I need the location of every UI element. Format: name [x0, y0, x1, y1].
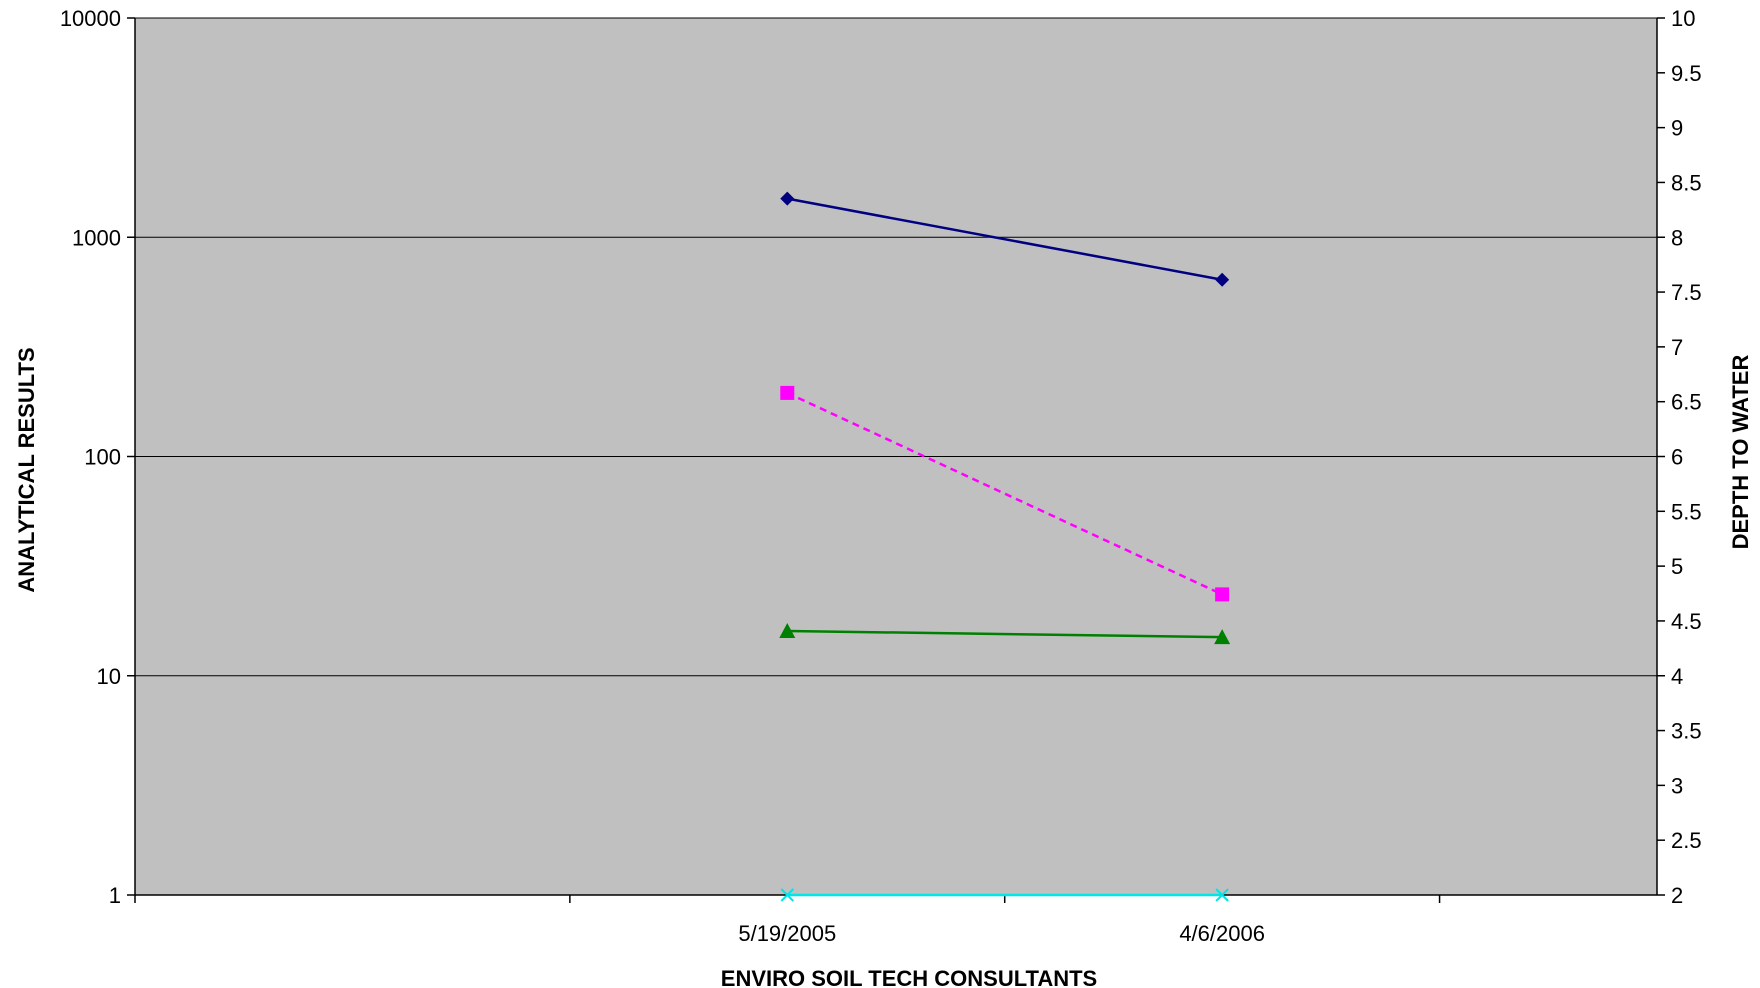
y2-tick-label: 2	[1671, 883, 1683, 908]
y2-tick-label: 5	[1671, 554, 1683, 579]
y-axis-title: ANALYTICAL RESULTS	[14, 347, 39, 592]
y-tick-label: 1	[109, 883, 121, 908]
y-tick-label: 100	[84, 445, 121, 470]
y-tick-label: 10	[97, 664, 121, 689]
data-point	[1215, 888, 1229, 902]
data-point	[1215, 272, 1230, 287]
series-layer	[779, 191, 1231, 902]
data-point	[1215, 587, 1230, 602]
x-axis-ticks: 5/19/2005 4/6/2006	[134, 895, 1441, 946]
y2-tick-label: 2.5	[1671, 828, 1702, 853]
x-axis-title: ENVIRO SOIL TECH CONSULTANTS	[721, 966, 1097, 988]
x-tick-label: 5/19/2005	[738, 921, 836, 946]
series-line	[786, 391, 1223, 596]
y-tick-label: 10000	[60, 6, 121, 31]
series-3	[779, 622, 1231, 645]
y-axis-ticks: 1 10 100 1000 10000	[60, 6, 135, 908]
series-line	[787, 629, 1223, 639]
y2-tick-label: 8	[1671, 225, 1683, 250]
series-4	[780, 888, 1229, 902]
y-tick-label: 1000	[72, 225, 121, 250]
y2-tick-label: 7	[1671, 335, 1683, 360]
data-point	[780, 191, 795, 206]
y2-tick-label: 8.5	[1671, 170, 1702, 195]
y2-tick-label: 9.5	[1671, 61, 1702, 86]
y2-axis-ticks: 2 2.5 3 3.5 4 4.5 5 5.5 6 6.5 7 7.5 8 8.5 9 9.5 10	[1657, 6, 1702, 908]
y2-tick-label: 4.5	[1671, 609, 1702, 634]
y2-tick-label: 3	[1671, 773, 1683, 798]
x-tick-label: 4/6/2006	[1179, 921, 1265, 946]
series-2	[780, 385, 1230, 602]
y2-axis-title: DEPTH TO WATER	[1728, 355, 1753, 550]
series-line	[787, 197, 1223, 281]
data-point	[780, 888, 794, 902]
y2-tick-label: 5.5	[1671, 499, 1702, 524]
y2-tick-label: 9	[1671, 116, 1683, 141]
data-point	[780, 385, 795, 400]
y2-tick-label: 7.5	[1671, 280, 1702, 305]
y2-tick-label: 3.5	[1671, 719, 1702, 744]
y2-tick-label: 4	[1671, 664, 1683, 689]
series-1	[780, 191, 1230, 287]
y2-tick-label: 6	[1671, 445, 1683, 470]
y2-tick-label: 6.5	[1671, 390, 1702, 415]
data-point	[1214, 629, 1231, 645]
data-point	[779, 622, 796, 638]
y2-tick-label: 10	[1671, 6, 1695, 31]
